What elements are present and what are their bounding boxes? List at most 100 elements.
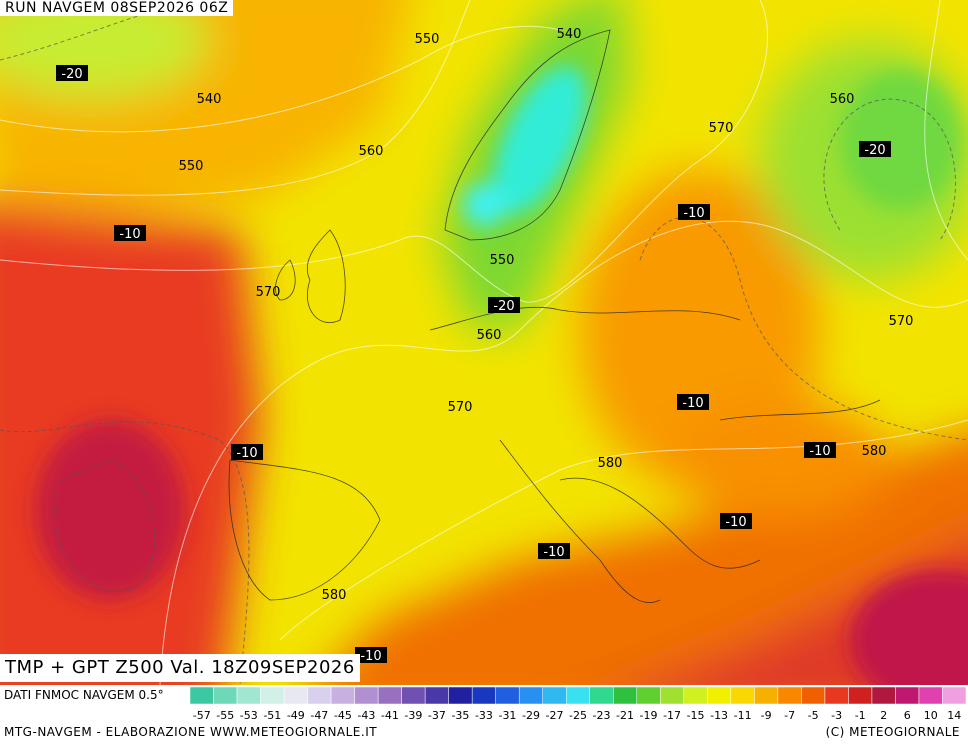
scale-label: 10 [924, 709, 938, 722]
scale-swatch [589, 686, 614, 705]
map: 550 540 540 560 550 560 570 550 570 560 570 570 580 5… [0, 0, 968, 685]
height-label: 550 [415, 32, 440, 47]
height-label: 570 [448, 400, 473, 415]
scale-swatch [942, 686, 967, 705]
map-caption: TMP + GPT Z500 Val. 18Z09SEP2026 [0, 654, 360, 682]
scale-label: 6 [904, 709, 911, 722]
height-contours [0, 0, 968, 685]
temperature-label: -20 [493, 299, 514, 314]
temperature-label-box [231, 444, 263, 460]
scale-swatch [824, 686, 849, 705]
scale-label: -51 [263, 709, 281, 722]
temperature-label-box [720, 513, 752, 529]
scale-swatch [754, 686, 779, 705]
temperature-label: -10 [725, 515, 746, 530]
scale-swatch [542, 686, 567, 705]
color-scale: -57 -55 -53 -51 -49 -47 -45 -43 -41 -39 -37 -35 -33-… [189, 686, 967, 722]
temperature-label-box [355, 647, 387, 663]
scale-label: -21 [616, 709, 634, 722]
scale-label: -9 [761, 709, 772, 722]
temperature-field [0, 0, 968, 685]
scale-swatch [471, 686, 496, 705]
scale-label: -27 [546, 709, 564, 722]
data-source: DATI FNMOC NAVGEM 0.5° [4, 688, 164, 702]
temperature-label-box [488, 297, 520, 313]
height-label: 560 [477, 328, 502, 343]
temperature-label-box [677, 394, 709, 410]
scale-label: -23 [593, 709, 611, 722]
scale-label: -31 [498, 709, 516, 722]
height-label: 580 [862, 444, 887, 459]
temperature-label: -10 [360, 649, 381, 664]
scale-swatch [801, 686, 826, 705]
height-label: 570 [889, 314, 914, 329]
scale-label: -47 [310, 709, 328, 722]
coastlines [228, 29, 881, 603]
scale-swatch [283, 686, 308, 705]
scale-label: -53 [240, 709, 258, 722]
scale-swatch [189, 686, 214, 705]
temperature-label: -20 [864, 143, 885, 158]
scale-label: -19 [640, 709, 658, 722]
scale-label: -35 [451, 709, 469, 722]
temperature-label: -10 [809, 444, 830, 459]
scale-label: -17 [663, 709, 681, 722]
scale-swatch [213, 686, 238, 705]
scale-label: -33 [475, 709, 493, 722]
temperature-label-box [56, 65, 88, 81]
scale-swatch [707, 686, 732, 705]
height-label: 560 [830, 92, 855, 107]
temperature-contours [0, 0, 968, 685]
scale-swatch [448, 686, 473, 705]
scale-label: -55 [216, 709, 234, 722]
scale-label: -49 [287, 709, 305, 722]
temperature-label: -20 [61, 67, 82, 82]
scale-swatch [848, 686, 873, 705]
scale-swatch [495, 686, 520, 705]
scale-swatch [377, 686, 402, 705]
run-title: RUN NAVGEM 08SEP2026 06Z [0, 0, 234, 16]
credit: MTG-NAVGEM - ELABORAZIONE WWW.METEOGIORN… [4, 725, 378, 739]
scale-swatch [613, 686, 638, 705]
scale-swatch [307, 686, 332, 705]
scale-swatch [730, 686, 755, 705]
temperature-label: -10 [682, 396, 703, 411]
scale-label: -3 [831, 709, 842, 722]
scale-label: -45 [334, 709, 352, 722]
scale-label: -13 [710, 709, 728, 722]
temperature-label-box [859, 141, 891, 157]
temperature-label-box [804, 442, 836, 458]
scale-swatch [636, 686, 661, 705]
scale-swatch [424, 686, 449, 705]
temperature-label-box [538, 543, 570, 559]
copyright: (C) METEOGIORNALE [825, 725, 960, 739]
height-label: 580 [598, 456, 623, 471]
scale-label: -25 [569, 709, 587, 722]
temperature-label: -10 [119, 227, 140, 242]
scale-swatch [401, 686, 426, 705]
scale-swatch [660, 686, 685, 705]
scale-label: -7 [784, 709, 795, 722]
scale-swatch [354, 686, 379, 705]
scale-label: -57 [193, 709, 211, 722]
contour-labels: 550 540 540 560 550 560 570 550 570 560 570 570 580 5… [56, 27, 913, 664]
scale-swatch [683, 686, 708, 705]
height-label: 570 [709, 121, 734, 136]
height-label: 570 [256, 285, 281, 300]
scale-swatch [236, 686, 261, 705]
temperature-label-box [678, 204, 710, 220]
scale-swatch [918, 686, 943, 705]
scale-label: -37 [428, 709, 446, 722]
scale-label: -1 [855, 709, 866, 722]
scale-label: -15 [687, 709, 705, 722]
scale-label: -5 [808, 709, 819, 722]
scale-swatch [565, 686, 591, 705]
scale-label: -39 [404, 709, 422, 722]
scale-swatch [260, 686, 285, 705]
scale-swatch [330, 686, 355, 705]
temperature-label: -10 [236, 446, 257, 461]
scale-swatch [871, 686, 896, 705]
height-label: 580 [322, 588, 347, 603]
height-label: 540 [197, 92, 222, 107]
